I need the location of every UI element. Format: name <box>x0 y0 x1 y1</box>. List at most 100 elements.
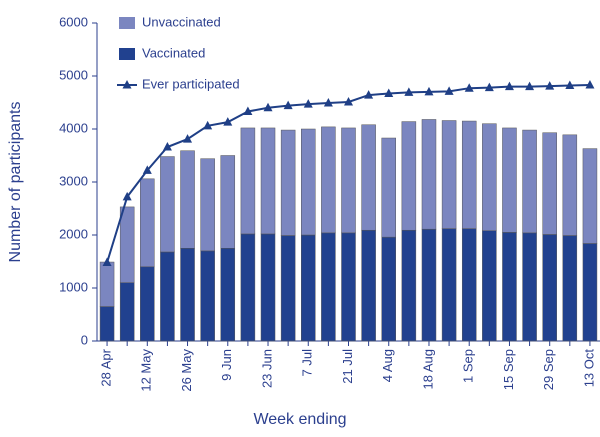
legend-label: Ever participated <box>142 76 240 91</box>
line-marker <box>384 88 394 97</box>
bar <box>220 155 236 249</box>
bar <box>200 158 215 252</box>
bar <box>421 119 437 230</box>
bar <box>522 232 537 342</box>
bar <box>321 126 336 234</box>
bar <box>441 228 457 342</box>
y-tick-label: 0 <box>81 332 88 347</box>
bar <box>119 282 135 342</box>
bar <box>99 306 115 342</box>
x-tick-label: 26 May <box>179 349 194 392</box>
bar <box>220 248 236 342</box>
line-marker <box>303 99 313 108</box>
bar <box>260 127 276 235</box>
bar <box>180 248 195 342</box>
bar <box>260 233 276 342</box>
x-tick-label: 15 Sep <box>501 349 516 390</box>
line-marker <box>484 82 494 92</box>
bar <box>180 150 195 249</box>
x-tick-label: 23 Jun <box>259 349 274 388</box>
bar <box>482 123 497 232</box>
bar <box>200 250 215 342</box>
legend-marker <box>122 80 132 89</box>
bar <box>542 132 557 235</box>
bar <box>441 120 457 229</box>
bar <box>562 134 578 236</box>
x-tick-label: 18 Aug <box>420 349 435 390</box>
line-marker <box>565 80 575 90</box>
line-marker <box>142 165 152 174</box>
legend-swatch <box>119 48 135 60</box>
line-marker <box>344 96 353 106</box>
bar <box>502 127 517 233</box>
legend-label: Unvaccinated <box>142 14 221 29</box>
bar <box>361 229 376 342</box>
bar <box>341 232 356 342</box>
x-tick-label: 13 Oct <box>581 349 596 388</box>
bar <box>301 128 316 236</box>
x-tick-label: 4 Aug <box>380 349 395 382</box>
bar <box>582 148 598 244</box>
line-marker <box>585 80 595 89</box>
bar <box>341 127 356 234</box>
y-tick-label: 1000 <box>59 279 88 294</box>
bar <box>381 236 396 342</box>
bar <box>482 230 497 342</box>
line-marker <box>223 117 233 126</box>
bar <box>140 178 155 268</box>
y-tick-label: 5000 <box>59 67 88 82</box>
bar <box>522 129 537 234</box>
line-marker <box>424 86 434 96</box>
bar <box>361 124 376 231</box>
bar <box>280 235 296 342</box>
line-marker <box>162 142 172 151</box>
x-tick-label: 12 May <box>139 349 154 392</box>
line-marker <box>243 106 253 116</box>
bar <box>119 206 135 283</box>
bar <box>381 137 396 238</box>
line-marker <box>464 83 474 92</box>
y-tick-label: 3000 <box>59 173 88 188</box>
y-tick-label: 6000 <box>59 14 88 29</box>
legend-label: Vaccinated <box>142 45 205 60</box>
line-marker <box>102 257 112 267</box>
bar <box>562 235 578 342</box>
line-marker <box>545 81 555 90</box>
y-axis-title: Number of participants <box>7 102 24 263</box>
line-marker <box>183 134 193 143</box>
line-marker <box>504 81 514 91</box>
bar <box>321 232 336 342</box>
line-marker <box>364 90 374 99</box>
x-tick-label: 21 Jul <box>340 349 355 384</box>
bar <box>461 120 477 229</box>
legend-swatch <box>119 17 135 29</box>
bar <box>542 234 557 342</box>
bar <box>160 156 175 253</box>
x-tick-label: 29 Sep <box>541 349 556 390</box>
line-marker <box>122 191 132 201</box>
line-marker <box>444 86 454 95</box>
bar <box>401 229 417 342</box>
x-tick-label: 28 Apr <box>98 348 113 386</box>
x-tick-label: 7 Jul <box>300 349 315 377</box>
line-marker <box>525 81 535 91</box>
line-marker <box>203 120 213 130</box>
line-marker <box>404 87 414 96</box>
x-tick-label: 1 Sep <box>461 349 476 383</box>
bar <box>99 261 115 307</box>
bar <box>140 266 155 342</box>
bar <box>240 127 256 235</box>
y-tick-label: 2000 <box>59 226 88 241</box>
line-marker <box>283 100 293 110</box>
bar <box>240 233 256 342</box>
line-marker <box>323 98 333 107</box>
bar <box>461 228 477 342</box>
y-tick-label: 4000 <box>59 120 88 135</box>
line-marker <box>263 102 273 112</box>
bar <box>421 228 437 342</box>
x-axis-title: Week ending <box>253 411 346 428</box>
x-tick-label: 9 Jun <box>219 349 234 381</box>
bar <box>280 129 296 236</box>
bar <box>301 234 316 342</box>
